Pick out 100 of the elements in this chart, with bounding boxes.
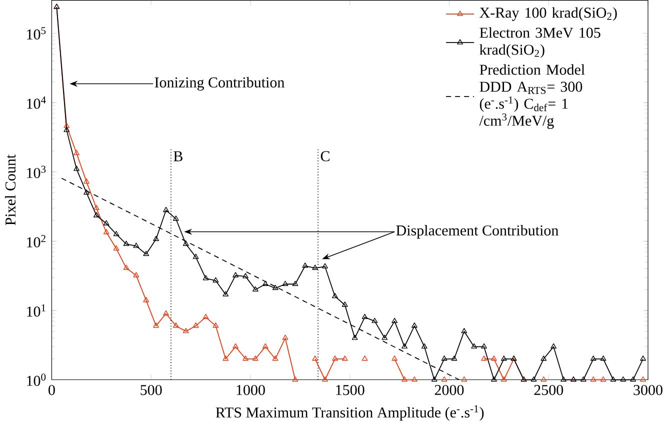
point — [113, 231, 120, 236]
point — [461, 328, 468, 334]
ref-line-label: C — [320, 151, 330, 162]
point — [282, 334, 288, 340]
point — [362, 314, 368, 320]
point — [242, 356, 248, 361]
point — [282, 280, 288, 286]
point — [123, 264, 130, 270]
point — [362, 356, 368, 361]
point — [332, 356, 338, 361]
point — [540, 356, 547, 361]
point — [252, 286, 258, 292]
point — [252, 356, 258, 361]
point — [412, 322, 418, 328]
point — [560, 376, 566, 382]
point — [232, 272, 239, 278]
point — [352, 334, 358, 340]
point — [550, 344, 557, 349]
point — [382, 334, 388, 340]
point — [312, 264, 318, 270]
x-tick-label: 2000 — [434, 385, 464, 396]
point — [242, 273, 248, 278]
legend-label: Electron 3MeV 105 krad(SiO$_{2}$) — [480, 27, 600, 58]
point — [481, 344, 487, 349]
y-tick-label: 10$^{5}$ — [27, 27, 46, 40]
point — [212, 322, 219, 328]
point — [222, 356, 229, 361]
point — [172, 322, 179, 328]
text: Prediction Model DDD A$_{RTS}$= 300 (e$^{-}$.s$^{-1}$) C$_{def}$= 1 /cm$^{3}$/MeV/g — [479, 64, 585, 130]
point — [610, 376, 616, 382]
point — [412, 376, 418, 382]
point — [471, 344, 478, 349]
x-tick-label: 2500 — [534, 385, 564, 396]
x-tick-label: 0 — [48, 385, 55, 396]
point — [530, 376, 537, 382]
point — [640, 356, 646, 361]
annotation: Displacement Contribution — [396, 225, 558, 239]
point — [212, 277, 219, 283]
point — [590, 376, 596, 382]
point — [630, 376, 636, 382]
point — [640, 376, 646, 382]
point — [540, 376, 547, 382]
y-tick-label: 10$^{0}$ — [27, 374, 46, 386]
point — [103, 229, 110, 234]
point — [431, 376, 438, 382]
point — [272, 356, 278, 361]
point — [392, 318, 398, 324]
point — [292, 376, 298, 382]
point — [103, 220, 110, 226]
point — [113, 246, 120, 251]
y-axis-title: Pixel Count — [5, 154, 16, 226]
point — [153, 236, 160, 242]
point — [64, 127, 70, 132]
point — [272, 284, 278, 290]
point — [342, 356, 348, 361]
point — [182, 240, 189, 246]
x-axis-title: RTS Maximum Transition Amplitude (e$^{-}$.s$^{-1}$) — [216, 405, 484, 421]
point — [500, 376, 507, 382]
point — [93, 204, 100, 210]
y-tick-label: 10$^{3}$ — [27, 166, 46, 178]
point — [182, 328, 189, 334]
point — [481, 356, 487, 361]
point — [421, 344, 428, 349]
point — [163, 207, 169, 212]
point — [441, 376, 448, 382]
point — [262, 280, 268, 286]
point — [192, 254, 199, 260]
x-tick-label: 3000 — [634, 385, 662, 396]
point — [192, 322, 199, 328]
y-tick-label: 10$^{4}$ — [27, 96, 46, 109]
point — [600, 376, 606, 382]
point — [222, 291, 229, 297]
legend-label: X-Ray 100 krad(SiO$_{2}$) — [480, 7, 617, 22]
point — [461, 376, 468, 382]
point — [163, 310, 169, 316]
point — [332, 293, 338, 298]
point — [491, 376, 497, 382]
point — [292, 280, 298, 286]
point — [133, 242, 140, 248]
point — [143, 250, 150, 256]
point — [143, 297, 150, 302]
point — [84, 178, 90, 184]
point — [302, 262, 308, 268]
point — [402, 376, 408, 382]
point — [232, 344, 239, 349]
point — [312, 356, 318, 361]
point — [64, 122, 70, 128]
ref-line-label: B — [174, 152, 182, 162]
point — [202, 275, 209, 280]
point — [74, 150, 80, 156]
annotation: Ionizing Contribution — [154, 77, 284, 91]
y-tick-label: 10$^{1}$ — [27, 304, 46, 317]
point — [93, 212, 100, 218]
point — [84, 190, 90, 195]
point — [202, 314, 209, 320]
point — [123, 240, 130, 246]
point — [133, 272, 140, 278]
point — [172, 216, 179, 221]
point — [322, 263, 328, 269]
x-tick-label: 1000 — [236, 385, 265, 396]
